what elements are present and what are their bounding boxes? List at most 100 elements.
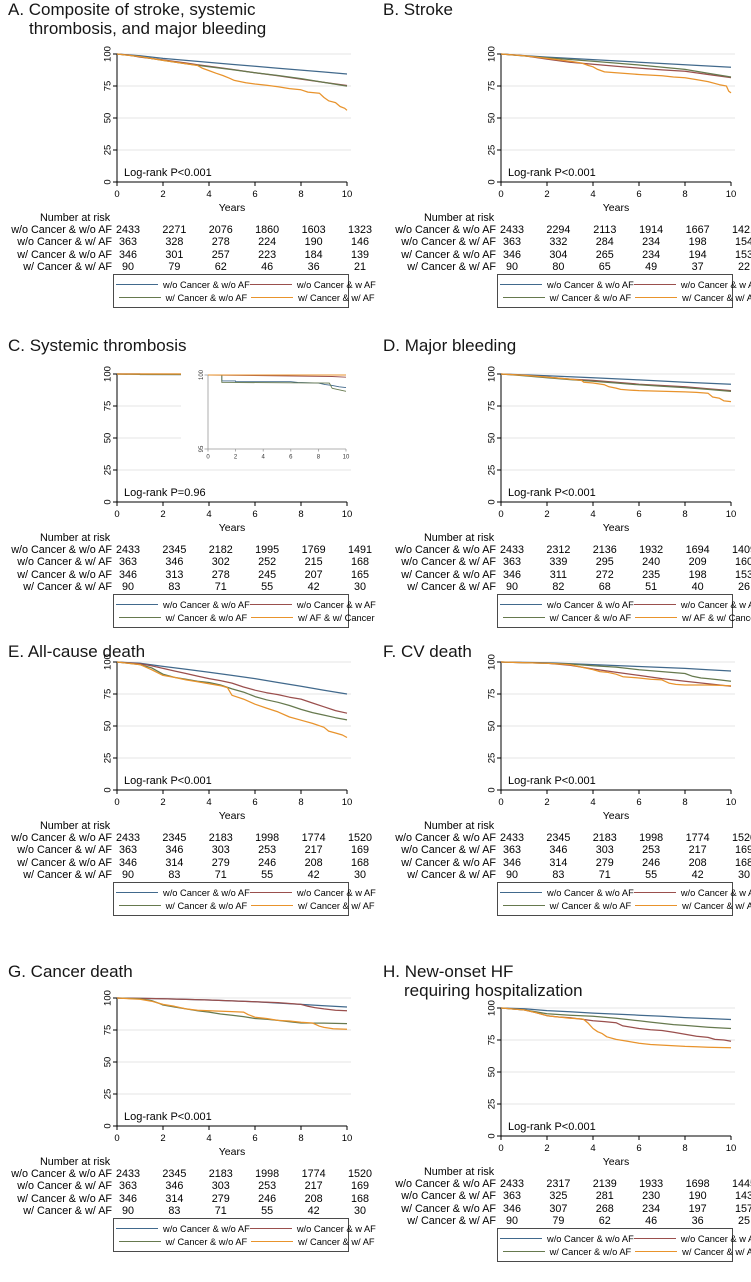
risk-value: 160: [734, 556, 751, 569]
x-axis-title: Years: [219, 522, 245, 534]
risk-value: 55: [261, 1205, 274, 1218]
legend-line-swatch-green: [502, 617, 545, 618]
risk-value: 346: [502, 856, 521, 869]
series-line-navy: [500, 53, 732, 68]
risk-value: 301: [165, 248, 184, 261]
risk-value: 55: [645, 869, 658, 882]
number-at-risk-header: Number at risk: [40, 212, 111, 224]
series-line-navy: [116, 661, 348, 695]
y-tick-label: 75: [103, 1025, 114, 1036]
risk-row-label: w/ Cancer & w/ AF: [407, 1215, 496, 1228]
x-axis-title: Years: [603, 810, 629, 822]
panel-title-line: A. Composite of stroke, systemic: [8, 0, 256, 19]
risk-value: 79: [552, 1215, 565, 1228]
risk-value: 49: [645, 261, 658, 274]
panel-F: F. CV death 0 25 50 75 100 0 2 4 6 8 10 Years Log-ran…: [375, 640, 751, 962]
risk-value: 1667: [685, 224, 710, 236]
legend-item: w/ Cancer & w/o AF: [500, 1245, 634, 1258]
series-line-navy: [116, 997, 348, 1008]
risk-value: 303: [211, 844, 230, 857]
series-line-navy: [500, 1007, 732, 1021]
risk-value: 217: [304, 844, 323, 857]
risk-row-label: w/o Cancer & w/o AF: [395, 544, 496, 556]
x-tick-label: 0: [114, 797, 119, 808]
risk-value: 1774: [301, 832, 326, 844]
legend-line-swatch-maroon: [249, 1228, 292, 1229]
risk-row-label: w/o Cancer & w/ AF: [17, 556, 112, 569]
legend-item: w/ Cancer & w/o AF: [116, 611, 250, 624]
legend-item: w/o Cancer & w AF: [249, 598, 376, 611]
risk-value: 168: [734, 856, 751, 869]
y-tick-label: 100: [487, 654, 498, 670]
legend-label: w/ Cancer & w/o AF: [165, 900, 248, 911]
x-tick-label: 10: [342, 509, 353, 520]
legend-line-swatch-maroon: [633, 284, 676, 285]
risk-value: 82: [552, 581, 565, 594]
y-tick-label: 75: [103, 689, 114, 700]
risk-row-label: w/o Cancer & w/ AF: [401, 236, 496, 249]
risk-row-label: w/ Cancer & w/ AF: [23, 581, 112, 594]
km-plot-B: 0 25 50 75 100 0 2 4 6 8 10 Years Log-rank P<0.001: [487, 46, 737, 214]
risk-value: 2183: [208, 832, 233, 844]
legend-item: w/o Cancer & w/o AF: [116, 278, 250, 291]
risk-row-label: w/ Cancer & w/ AF: [23, 869, 112, 882]
risk-value: 2113: [593, 224, 617, 236]
risk-value: 83: [168, 581, 181, 594]
risk-value: 2183: [208, 1168, 233, 1180]
risk-value: 208: [304, 856, 323, 869]
x-tick-label: 2: [544, 509, 549, 520]
legend-item: w/o Cancer & w AF: [249, 1222, 376, 1235]
legend-item: w/o Cancer & w/o AF: [116, 886, 250, 899]
risk-value: 346: [165, 1180, 184, 1193]
y-tick-label: 0: [103, 499, 114, 504]
risk-value: 363: [502, 1190, 521, 1203]
risk-row-label: w/ Cancer & w/o AF: [401, 856, 496, 869]
risk-value: 1491: [347, 544, 373, 556]
risk-row-label: w/ Cancer & w/o AF: [401, 248, 496, 261]
risk-value: 1774: [685, 832, 710, 844]
risk-value: 153: [734, 248, 751, 261]
risk-value: 253: [642, 844, 661, 857]
risk-row-label: w/ Cancer & w/o AF: [17, 248, 112, 261]
y-tick-label: 100: [103, 366, 114, 382]
x-tick-label: 10: [726, 189, 737, 200]
x-tick-label: 6: [636, 1143, 641, 1154]
x-tick-label: 6: [252, 189, 257, 200]
series-line-orange: [500, 373, 732, 403]
km-plot-E: 0 25 50 75 100 0 2 4 6 8 10 Years Log-rank P<0.001: [103, 654, 353, 822]
legend-label: w/o Cancer & w/o AF: [547, 599, 634, 610]
x-tick-label: 6: [636, 797, 641, 808]
legend-line-swatch-navy: [500, 892, 542, 893]
legend-label: w/o Cancer & w AF: [296, 599, 376, 610]
risk-row-label: w/ Cancer & w/o AF: [401, 568, 496, 581]
risk-value: 278: [211, 568, 230, 581]
legend-label: w/o Cancer & w/o AF: [163, 1223, 250, 1234]
risk-value: 30: [737, 869, 750, 882]
risk-value: 257: [211, 248, 230, 261]
x-tick-label: 2: [544, 189, 549, 200]
risk-value: 268: [595, 1202, 614, 1215]
legend-label: w/o Cancer & w/o AF: [163, 887, 250, 898]
legend-line-swatch-green: [502, 905, 545, 906]
legend-item: w/ Cancer & w/o AF: [116, 291, 250, 304]
risk-value: 245: [258, 568, 277, 581]
risk-value: 363: [118, 556, 137, 569]
risk-row-label: w/ Cancer & w/ AF: [23, 1205, 112, 1218]
legend-label: w/ Cancer & w/ AF: [298, 1236, 375, 1247]
y-tick-label: 25: [487, 753, 498, 764]
risk-value: 2345: [162, 832, 187, 844]
x-tick-label: 8: [682, 797, 687, 808]
risk-value: 83: [552, 869, 565, 882]
legend-label: w/ Cancer & w/o AF: [165, 612, 248, 623]
risk-value: 1520: [347, 832, 373, 844]
y-tick-label: 100: [103, 990, 114, 1006]
legend-label: w/o Cancer & w/o AF: [547, 1233, 634, 1244]
x-tick-label: 4: [206, 797, 211, 808]
x-axis-title: Years: [219, 202, 245, 214]
panel-E: E. All-cause death 0 25 50 75 100 0 2 4 6 8 10 Years…: [0, 640, 376, 962]
legend-item: w/ Cancer & w/o AF: [116, 899, 250, 912]
legend-label: w/o Cancer & w/o AF: [163, 599, 250, 610]
risk-row-label: w/o Cancer & w/ AF: [17, 236, 112, 249]
legend-item: w/o Cancer & w/o AF: [500, 278, 634, 291]
logrank-text: Log-rank P<0.001: [508, 1121, 596, 1133]
